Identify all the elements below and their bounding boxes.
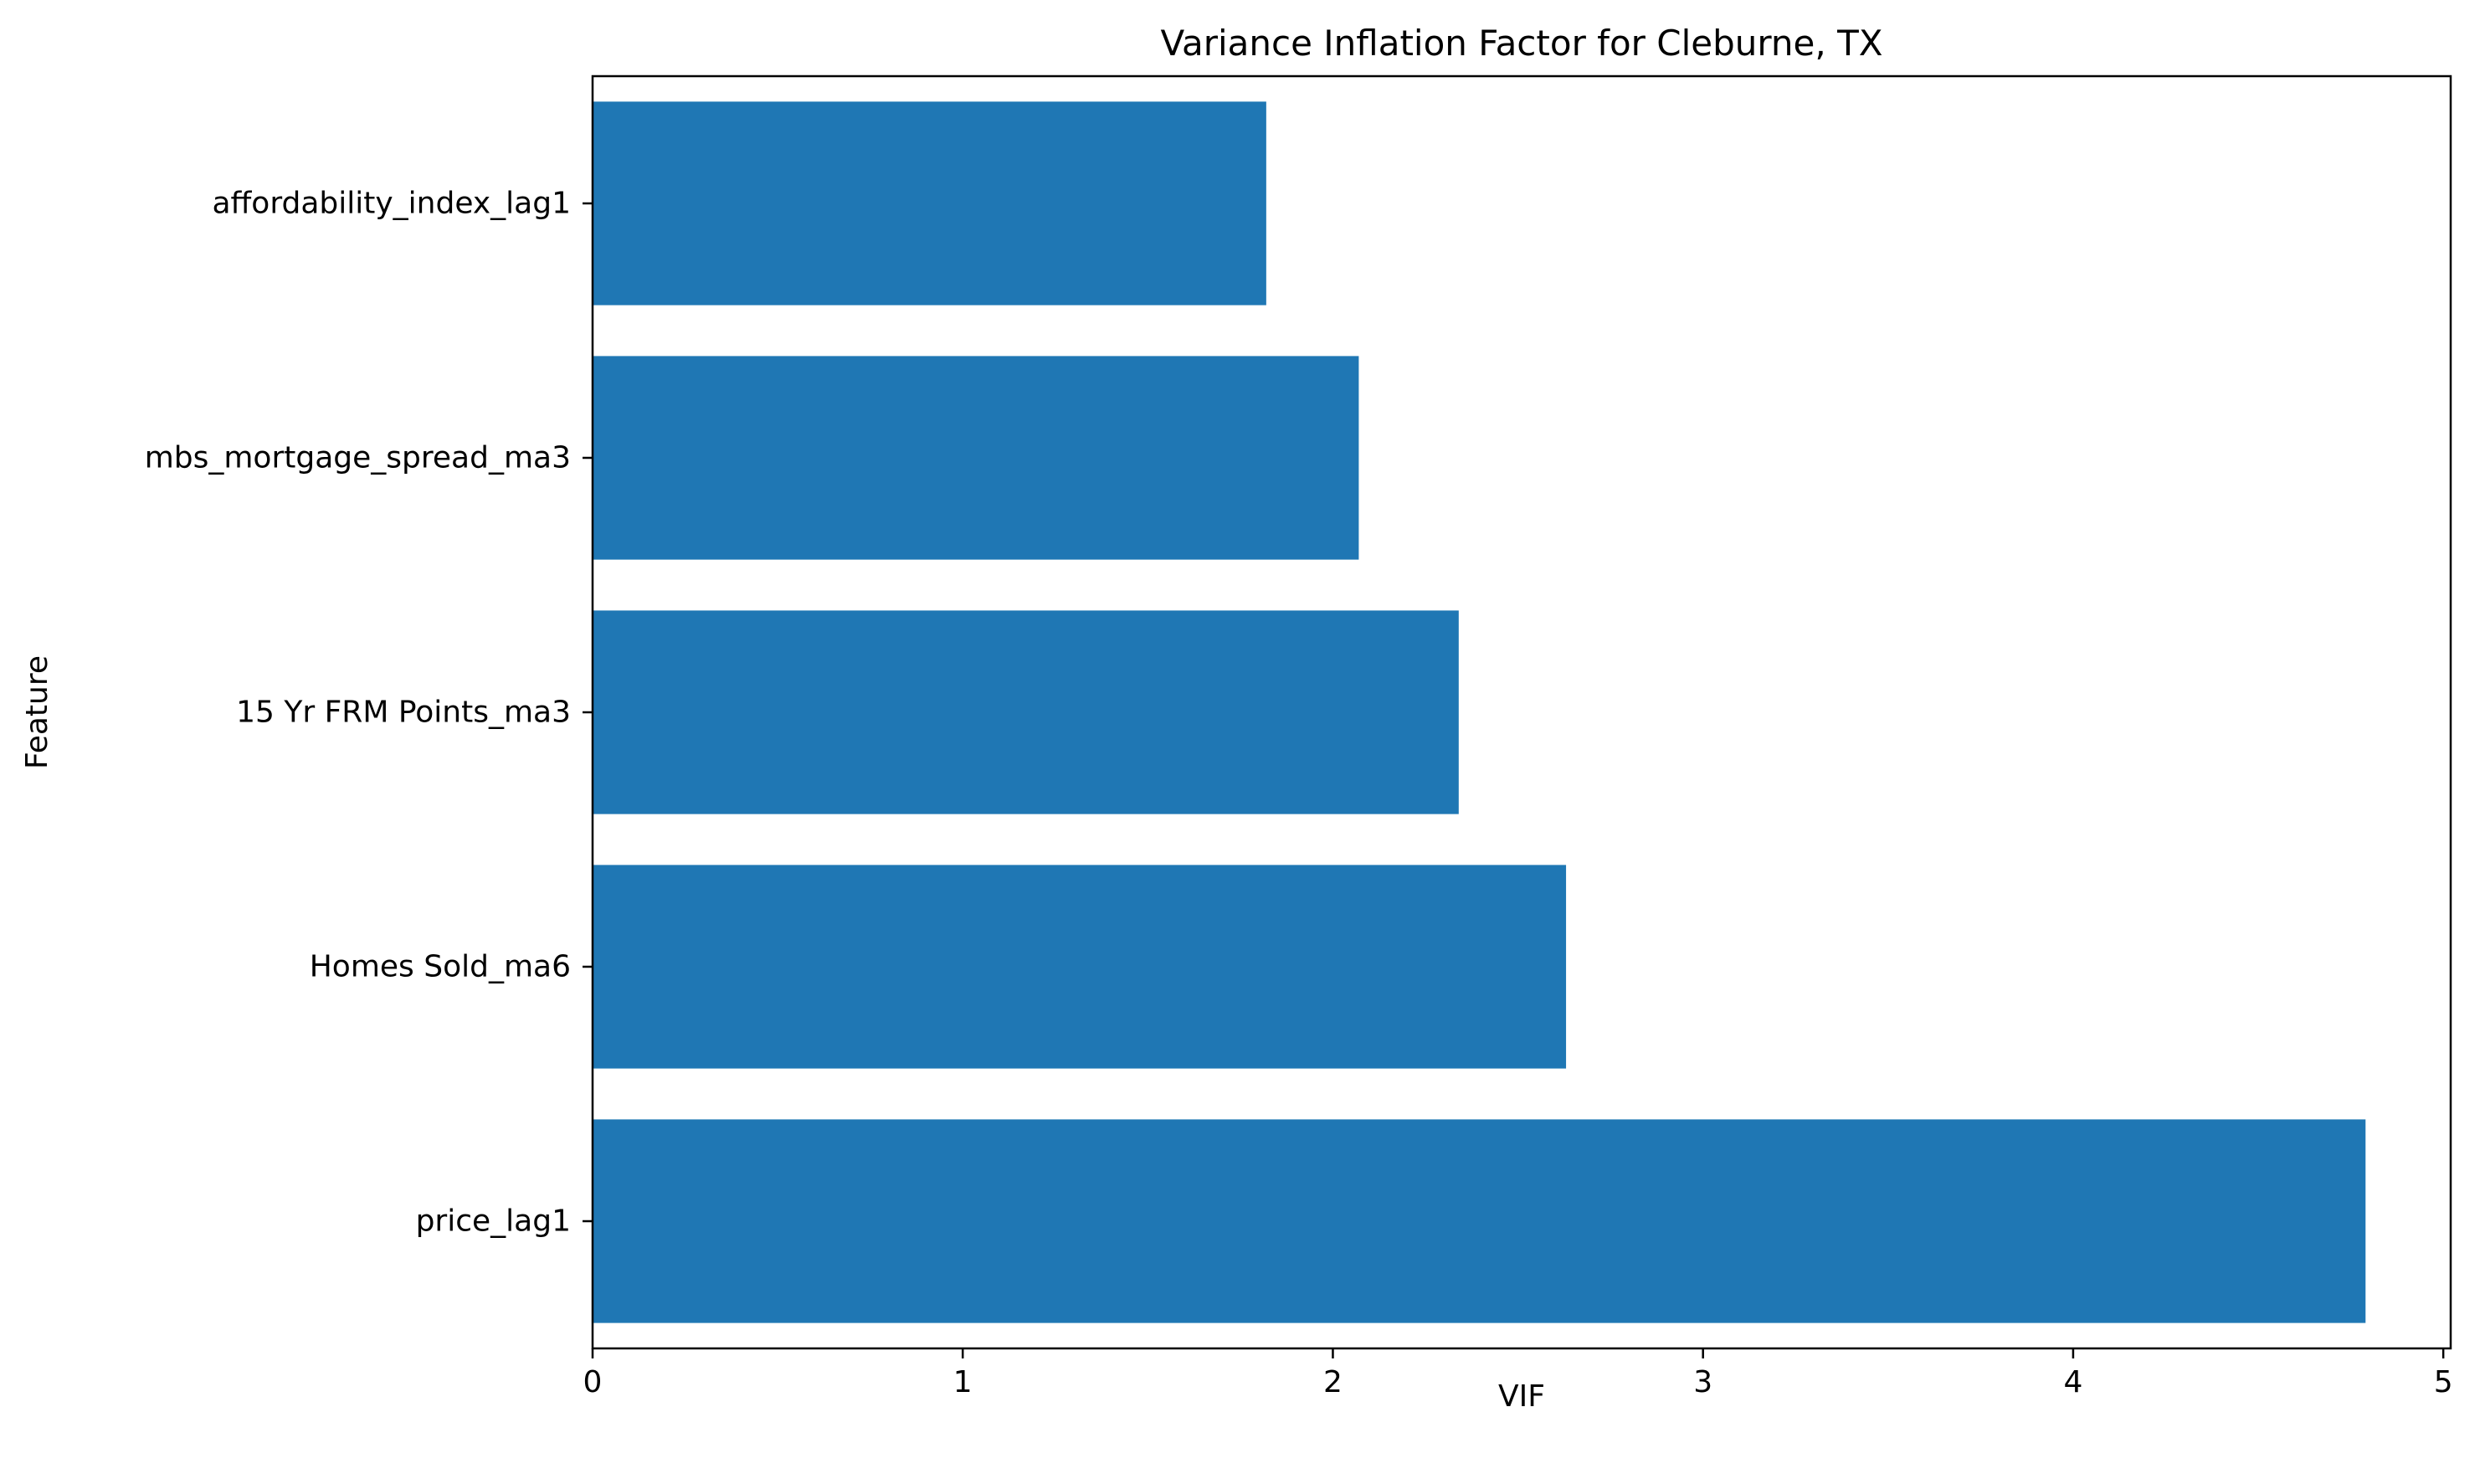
x-axis-ticks: 0 1 2 3 4 5 (583, 1348, 2453, 1399)
x-tick-label: 2 (1323, 1365, 1343, 1399)
y-tick-label: price_lag1 (416, 1204, 571, 1239)
bar-mbs-mortgage-spread-ma3 (593, 356, 1359, 560)
y-tick-label: 15 Yr FRM Points_ma3 (236, 696, 571, 730)
x-tick-label: 4 (2063, 1365, 2082, 1399)
x-tick-label: 5 (2434, 1365, 2453, 1399)
y-axis-label: Feature (20, 655, 54, 769)
bar-affordability-index-lag1 (593, 101, 1266, 306)
y-tick-label: mbs_mortgage_spread_ma3 (145, 441, 571, 475)
x-tick-label: 1 (953, 1365, 973, 1399)
x-axis-label: VIF (1498, 1379, 1545, 1414)
chart-title: Variance Inflation Factor for Cleburne, … (1160, 23, 1882, 64)
bar-homes-sold-ma6 (593, 865, 1567, 1069)
bar-15-yr-frm-points-ma3 (593, 610, 1459, 814)
y-tick-label: affordability_index_lag1 (212, 187, 571, 221)
y-axis-ticks: price_lag1 Homes Sold_ma6 15 Yr FRM Points… (145, 187, 593, 1239)
x-tick-label: 3 (1693, 1365, 1712, 1399)
y-tick-label: Homes Sold_ma6 (310, 950, 571, 984)
bar-price-lag1 (593, 1119, 2366, 1323)
bars-group (593, 101, 2366, 1323)
x-tick-label: 0 (583, 1365, 603, 1399)
